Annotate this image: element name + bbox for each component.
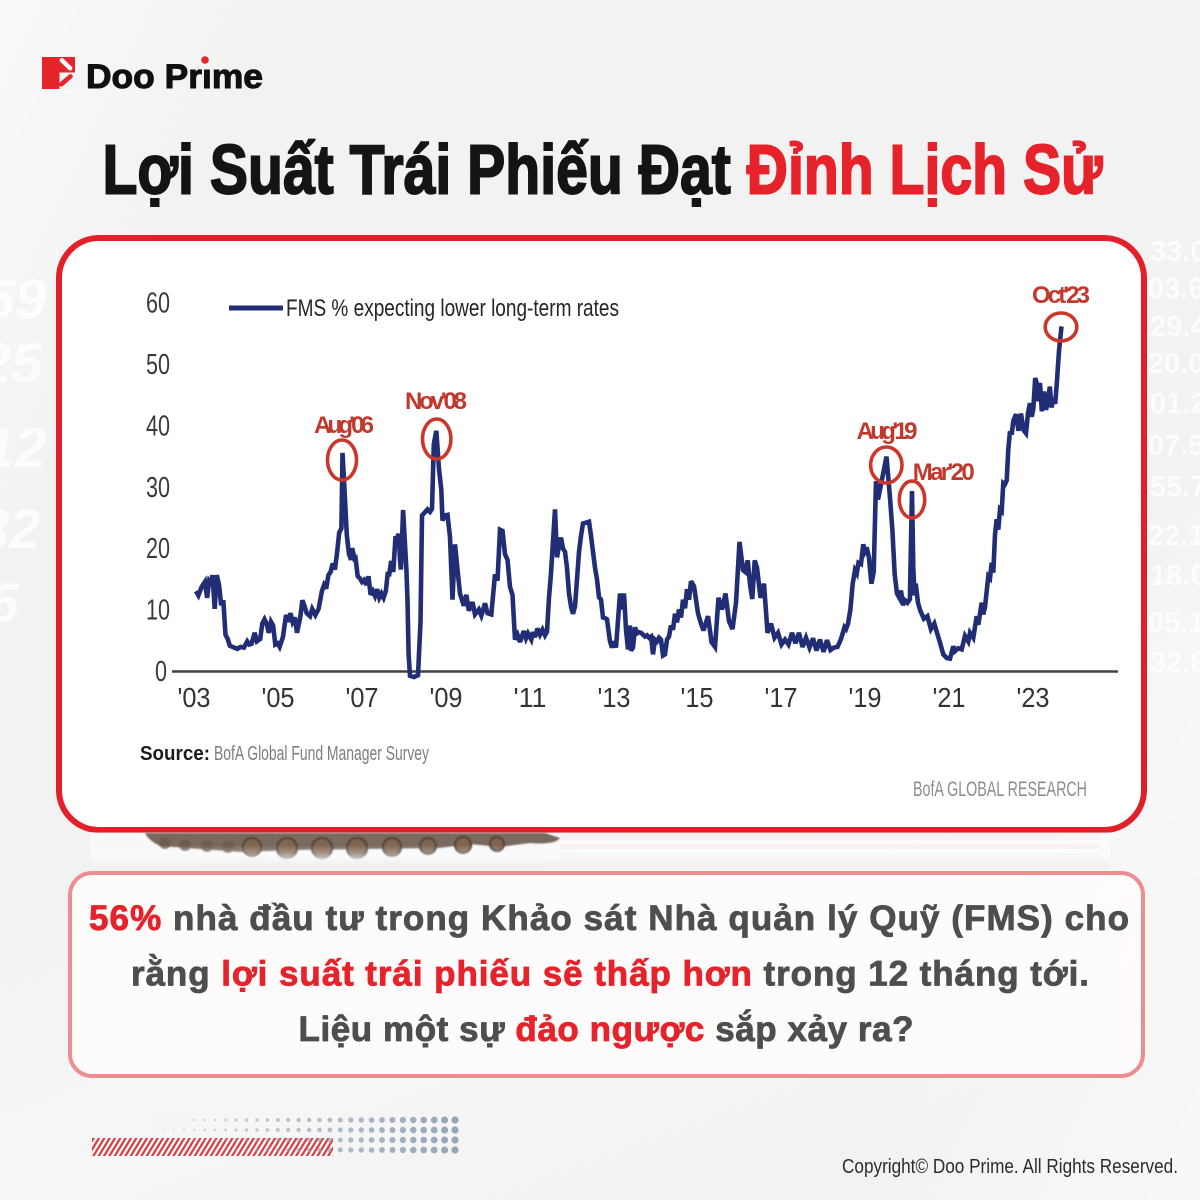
svg-text:'21: '21 [933,682,966,713]
svg-text:Source:: Source: [140,743,210,765]
svg-text:56% nhà đầu tư trong Khảo sát: 56% nhà đầu tư trong Khảo sát Nhà quản l… [89,899,1129,938]
svg-text:'15: '15 [681,682,714,713]
svg-text:60: 60 [146,288,170,320]
svg-text:07.5: 07.5 [1148,430,1200,462]
svg-text:20.0: 20.0 [1148,348,1200,380]
svg-text:10: 10 [146,595,170,627]
svg-text:'05: '05 [262,682,295,713]
svg-text:FMS % expecting lower long-ter: FMS % expecting lower long-term rates [286,295,619,322]
svg-text:BofA GLOBAL RESEARCH: BofA GLOBAL RESEARCH [913,778,1087,801]
svg-text:'03: '03 [178,682,211,713]
svg-text:32.8: 32.8 [1150,647,1200,679]
svg-text:40: 40 [146,410,170,442]
svg-text:25: 25 [0,331,43,394]
svg-text:'07: '07 [346,682,379,713]
svg-text:Copyright© Doo Prime. All Righ: Copyright© Doo Prime. All Rights Reserve… [842,1156,1178,1178]
svg-text:55.7: 55.7 [1150,471,1200,503]
svg-text:BofA Global Fund Manager Surve: BofA Global Fund Manager Survey [214,743,429,765]
svg-text:'11: '11 [514,682,547,713]
svg-text:29.4: 29.4 [1150,311,1200,343]
svg-text:'09: '09 [430,682,463,713]
svg-text:18.0: 18.0 [1150,560,1200,592]
svg-text:'17: '17 [765,682,798,713]
svg-text:rằng lợi suất trái phiếu sẽ th: rằng lợi suất trái phiếu sẽ thấp hơn tro… [131,954,1089,994]
svg-text:0: 0 [155,656,167,688]
svg-text:01.2: 01.2 [1150,388,1200,420]
svg-text:Lợi Suất Trái Phiếu Đạt Đỉnh L: Lợi Suất Trái Phiếu Đạt Đỉnh Lịch Sử [103,131,1103,209]
svg-text:Liệu một sự đảo ngược sắp xảy: Liệu một sự đảo ngược sắp xảy ra? [299,1009,914,1049]
svg-text:'19: '19 [849,682,882,713]
svg-text:Aug'19: Aug'19 [857,418,918,445]
svg-text:Doo Prıme: Doo Prıme [86,58,263,96]
svg-text:Oct'23: Oct'23 [1032,282,1090,309]
svg-text:Mar'20: Mar'20 [913,459,975,486]
svg-text:Nov'08: Nov'08 [405,388,467,415]
svg-text:5: 5 [0,571,20,634]
svg-text:20: 20 [146,533,170,565]
svg-text:12: 12 [0,416,46,479]
svg-text:32: 32 [0,497,40,560]
svg-text:59: 59 [0,267,46,330]
svg-text:22.1: 22.1 [1148,520,1200,552]
svg-text:Aug'06: Aug'06 [314,412,374,439]
svg-text:'23: '23 [1017,682,1050,713]
svg-text:03.6: 03.6 [1148,273,1200,305]
svg-text:'13: '13 [598,682,631,713]
svg-text:50: 50 [146,349,170,381]
svg-text:33.0: 33.0 [1150,236,1200,268]
svg-text:30: 30 [146,472,170,504]
svg-text:05.1: 05.1 [1148,607,1200,639]
